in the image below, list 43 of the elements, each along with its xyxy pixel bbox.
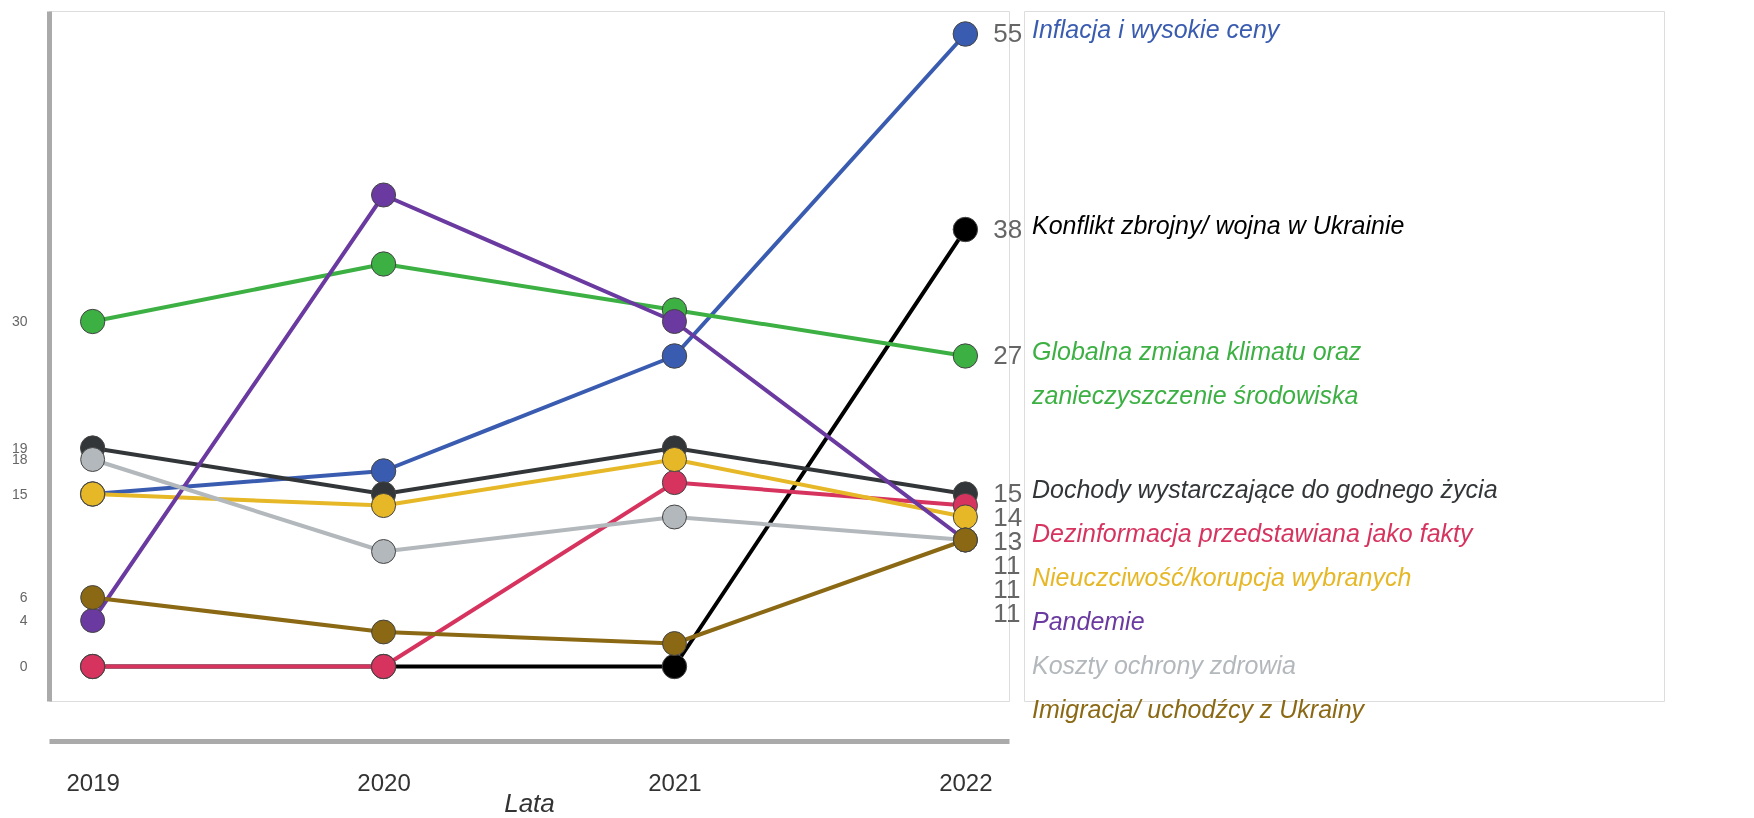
point	[661, 469, 688, 496]
data-label: 38	[993, 213, 1023, 244]
y-tick-label: 4	[19, 612, 28, 628]
point	[952, 343, 979, 369]
point	[661, 653, 688, 680]
text: Globalna zmiana klimatu oraz zanieczyszczenie środowiska	[1031, 337, 1362, 409]
point	[79, 308, 106, 335]
x-tick-label: 2019	[66, 768, 120, 796]
point	[80, 608, 106, 633]
point	[370, 492, 397, 519]
text: Pandemie	[1032, 607, 1145, 635]
y-tick-label: 30	[11, 313, 28, 329]
point	[80, 585, 106, 610]
point	[371, 539, 397, 564]
x-tick-label: 2021	[648, 768, 702, 796]
text: Dezinformacja przedstawiana jako fakty	[1032, 519, 1474, 547]
point	[80, 447, 106, 472]
point	[371, 619, 396, 645]
point	[662, 631, 687, 656]
text: Dochody wystarczające do godnego życia	[1032, 475, 1498, 503]
text: Inflacja i wysokie ceny	[1032, 15, 1281, 43]
data-label: 55	[993, 18, 1023, 48]
x-axis-title: Lata	[504, 787, 555, 818]
text: Konflikt zbrojny/ wojna w Ukrainie	[1032, 210, 1405, 239]
point	[952, 216, 979, 243]
point	[661, 446, 688, 473]
x-tick-label: 2022	[939, 768, 993, 796]
y-tick-label: 0	[19, 658, 28, 674]
point	[661, 504, 687, 530]
y-tick-label: 15	[11, 485, 28, 502]
y-tick-label: 6	[19, 589, 28, 605]
point	[370, 458, 397, 484]
point	[952, 504, 978, 530]
point	[952, 21, 979, 47]
data-label: 27	[993, 340, 1023, 370]
point	[371, 182, 397, 208]
point	[661, 309, 687, 334]
text: Koszty ochrony zdrowia	[1032, 651, 1297, 679]
point	[370, 251, 397, 277]
x-tick-label: 2020	[357, 768, 411, 796]
text: Imigracja/ uchodźcy z Ukrainy	[1032, 695, 1366, 723]
text: Nieuczciwość/korupcja wybranych	[1032, 563, 1412, 591]
point	[661, 343, 688, 369]
